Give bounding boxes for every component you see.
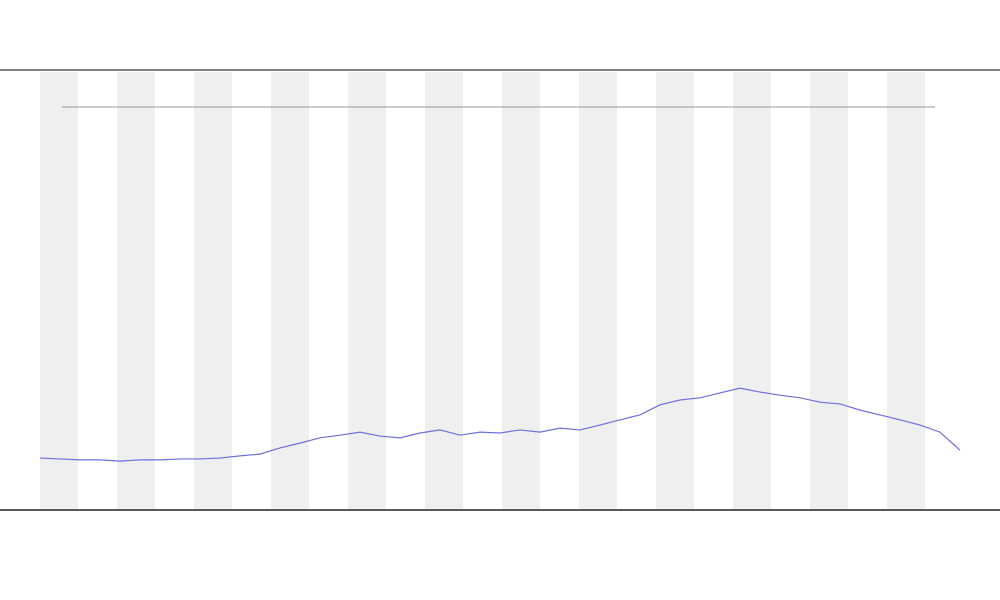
- band: [117, 72, 155, 509]
- band: [579, 72, 617, 509]
- band: [656, 72, 694, 509]
- band: [425, 72, 463, 509]
- data-line: [39, 387, 961, 462]
- band: [271, 72, 309, 509]
- band: [348, 72, 386, 509]
- band: [733, 72, 771, 509]
- band: [194, 72, 232, 509]
- band: [887, 72, 925, 509]
- band: [40, 72, 78, 509]
- background-bands: [40, 72, 925, 509]
- band: [502, 72, 540, 509]
- band: [810, 72, 848, 509]
